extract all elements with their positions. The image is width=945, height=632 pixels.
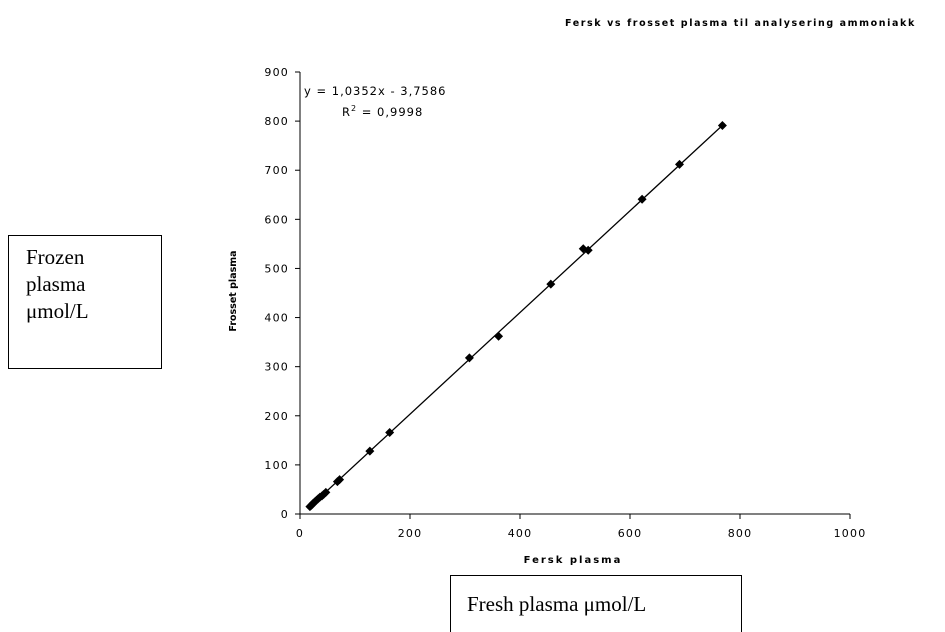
- chart-title: Fersk vs frosset plasma til analysering …: [565, 18, 916, 29]
- x-tick-label: 400: [508, 527, 533, 540]
- x-tick-label: 600: [618, 527, 643, 540]
- fresh-annotation-text: Fresh plasma μmol/L: [467, 592, 647, 616]
- frozen-plasma-annotation: Frozen plasma μmol/L: [8, 235, 162, 369]
- tick-labels: 0 100 200 300 400 500 600 700 800 900 0 200 400 600 80…: [264, 66, 867, 540]
- y-tick-label: 400: [264, 312, 289, 325]
- y-axis-label: Frosset plasma: [228, 250, 239, 331]
- y-tick-label: 200: [264, 410, 289, 423]
- y-tick-label: 800: [264, 115, 289, 128]
- data-point: [637, 194, 647, 204]
- y-tick-label: 900: [264, 66, 289, 79]
- r-squared-exponent: 2: [351, 104, 357, 113]
- x-tick-label: 1000: [834, 527, 867, 540]
- data-point: [335, 475, 345, 485]
- x-tick-label: 200: [398, 527, 423, 540]
- y-tick-label: 500: [264, 262, 289, 275]
- data-point: [583, 245, 593, 255]
- data-point: [546, 279, 556, 289]
- y-tick-label: 100: [264, 459, 289, 472]
- data-point: [675, 159, 684, 169]
- y-tick-label: 700: [264, 164, 289, 177]
- data-point: [321, 487, 331, 497]
- fresh-plasma-annotation: Fresh plasma μmol/L: [450, 575, 742, 632]
- x-tick-label: 0: [296, 527, 304, 540]
- axes: [295, 71, 851, 519]
- r-squared-label: R2 = 0,9998: [342, 104, 423, 119]
- data-point: [464, 353, 474, 363]
- y-tick-label: 600: [264, 213, 289, 226]
- y-tick-label: 300: [264, 361, 289, 374]
- x-axis-label: Fersk plasma: [524, 555, 623, 566]
- trendline: [307, 122, 726, 510]
- frozen-annotation-line: plasma: [26, 271, 86, 296]
- frozen-annotation-line: Frozen: [26, 245, 85, 269]
- data-points: [305, 121, 727, 512]
- trendline-equation: y = 1,0352x - 3,7586: [304, 84, 447, 98]
- data-point: [365, 446, 375, 456]
- frozen-annotation-line: μmol/L: [26, 298, 89, 323]
- data-point: [385, 427, 395, 437]
- data-point: [717, 121, 727, 131]
- r-squared-value: = 0,9998: [357, 105, 423, 119]
- y-tick-label: 0: [281, 508, 289, 521]
- data-point: [494, 331, 504, 341]
- x-tick-label: 800: [728, 527, 753, 540]
- r-squared-r: R: [342, 105, 351, 119]
